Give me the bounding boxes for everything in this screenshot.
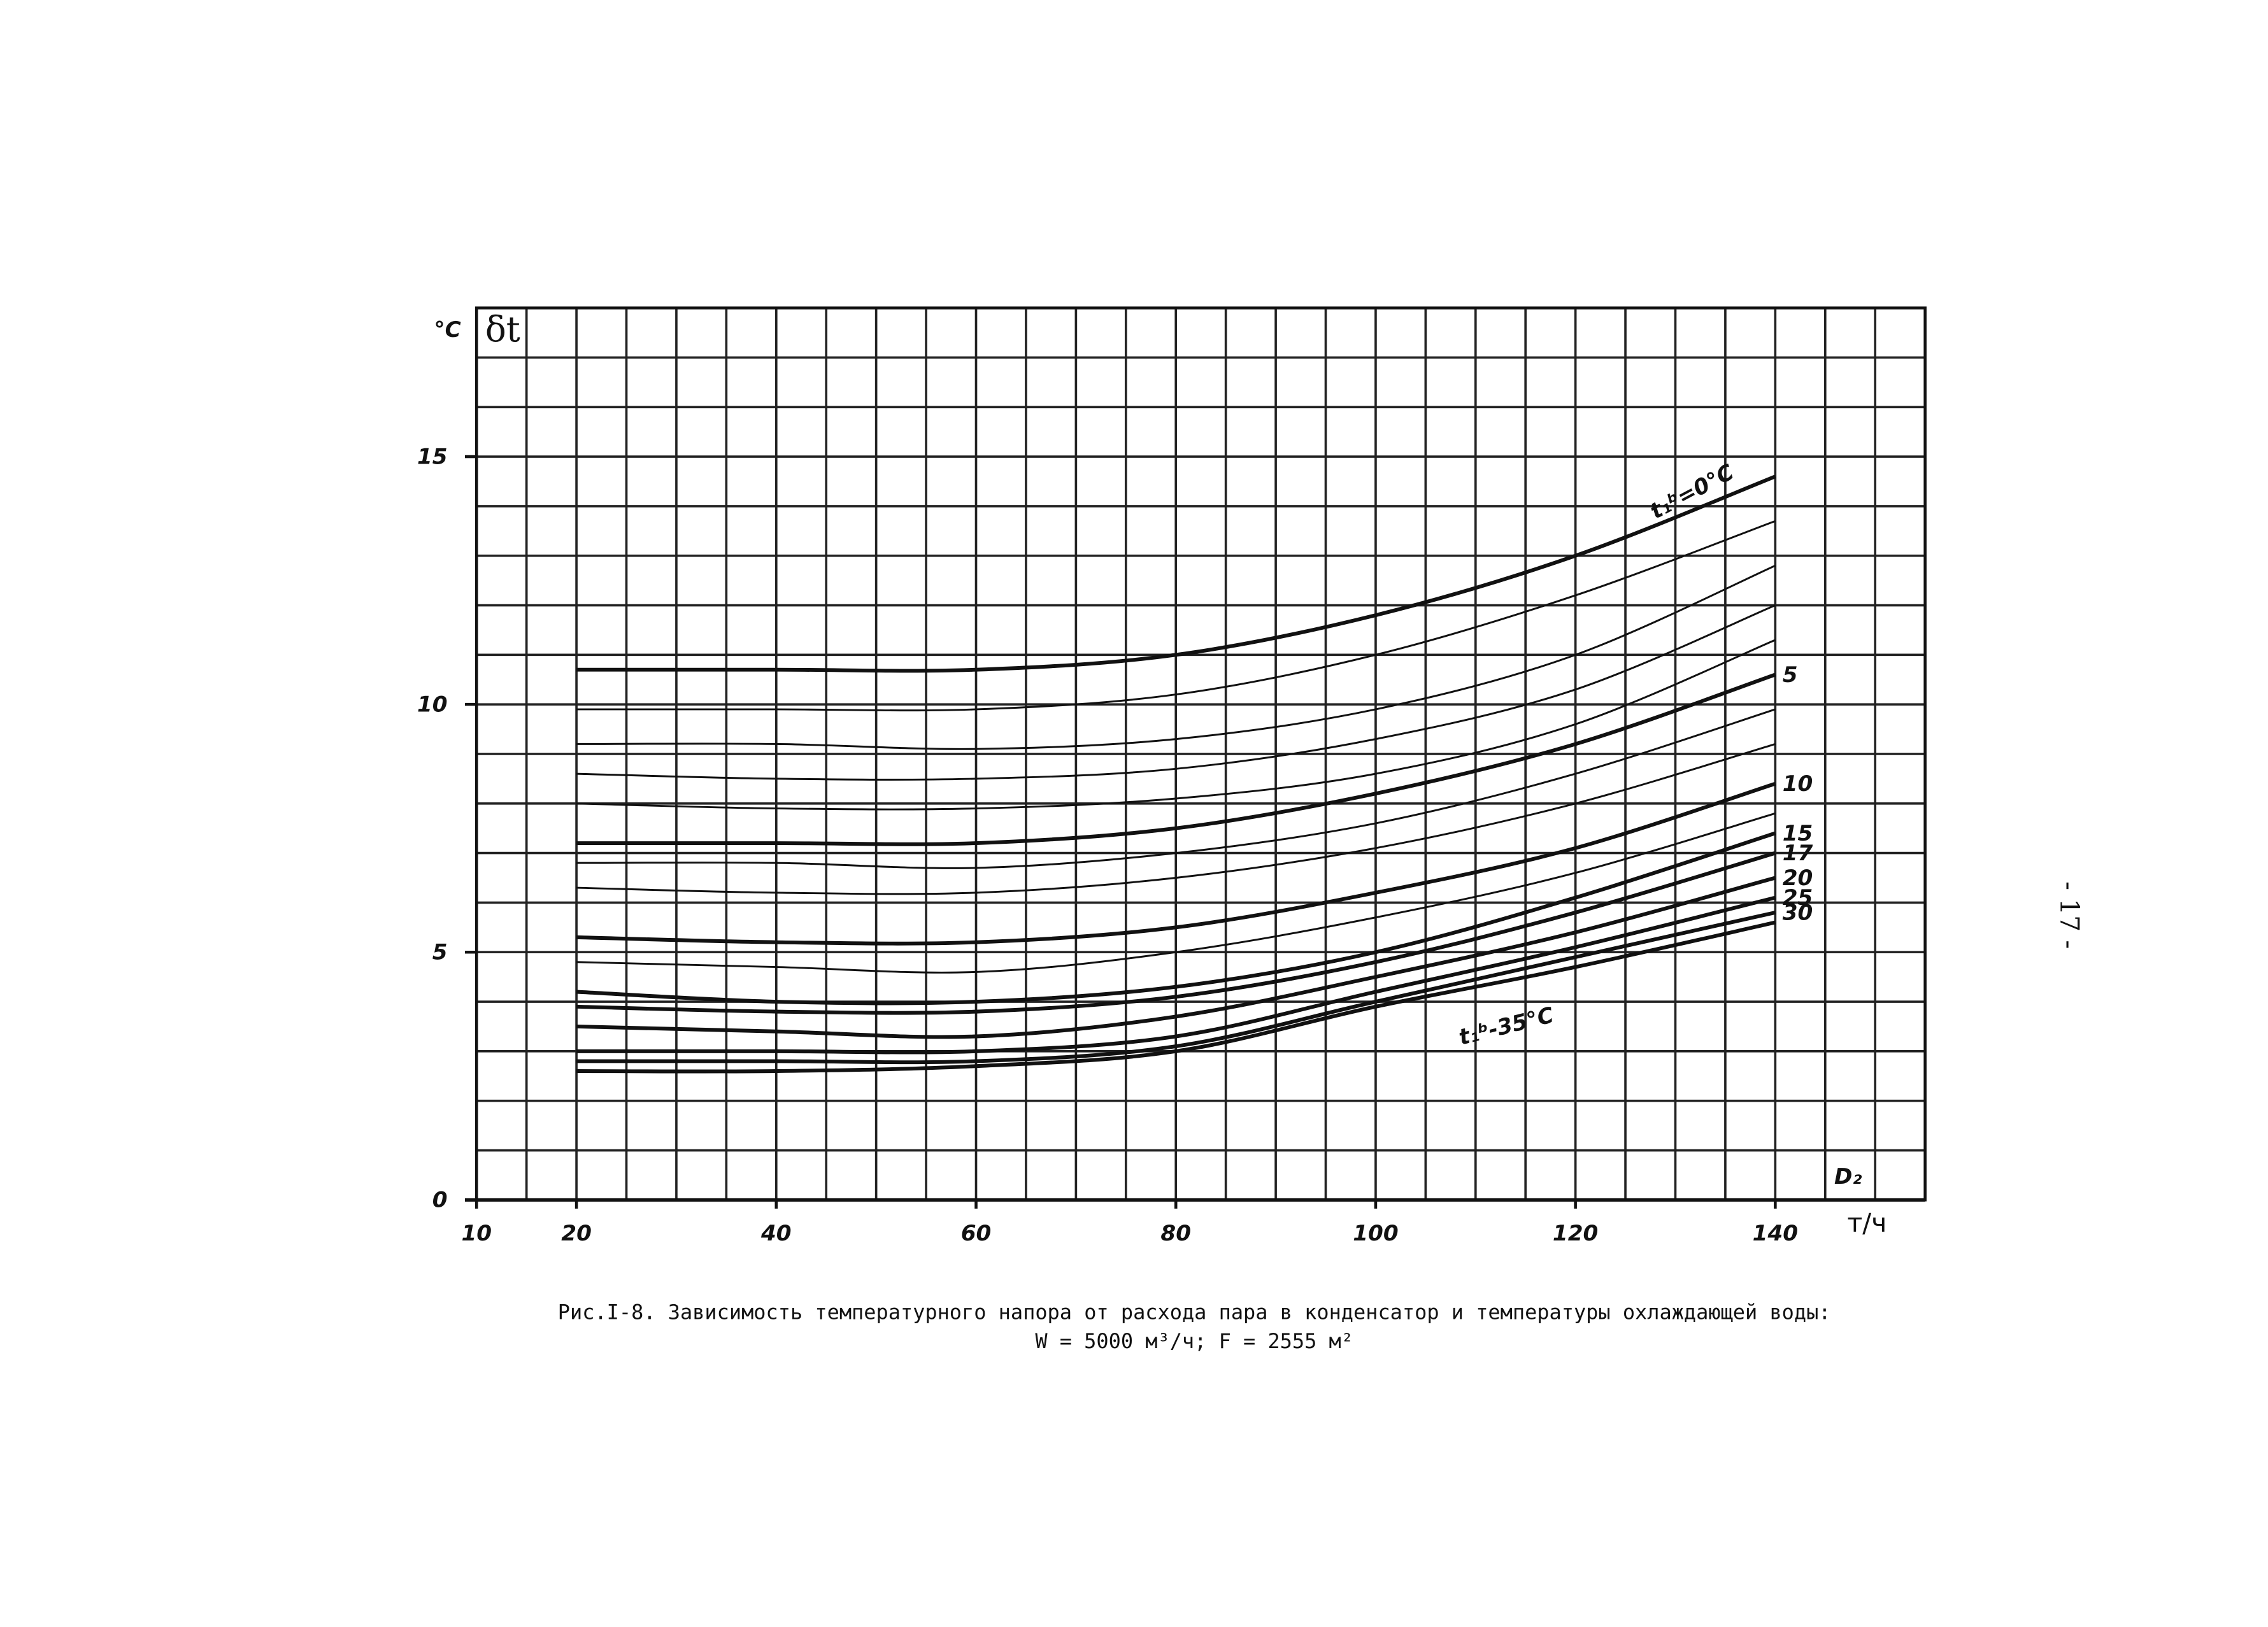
x-tick-label: 120 [1553,1221,1598,1246]
curve-label: 25 [1783,885,1813,911]
curve [576,781,1776,946]
x-tick-label: 60 [961,1221,992,1246]
curve-label: 5 [1783,662,1798,688]
curve-label: 20 [1783,865,1813,891]
x-tick-label: 10 [461,1221,492,1246]
x-tick-label: 20 [561,1221,592,1246]
curve [576,604,1776,781]
y-unit: °C [434,317,461,343]
y-tick-label: 5 [432,940,448,965]
plot-frame [474,306,1927,1202]
curve [576,851,1776,1015]
curve [576,672,1776,846]
curve [576,639,1776,811]
curve [576,920,1776,1074]
page-number: - 17 - [2054,881,2085,949]
x-tick-label: 80 [1160,1221,1191,1246]
curve-label: 15 [1783,821,1813,846]
x-tick-label: 140 [1753,1221,1798,1246]
curve [576,895,1776,1055]
curve [576,831,1776,1005]
curve [576,742,1776,895]
curve [576,911,1776,1065]
y-tick-label: 10 [417,692,448,718]
curve-label: t₁ᵇ-35°C [1456,1002,1556,1051]
curve [576,876,1776,1039]
caption: W = 5000 м³/ч; F = 2555 м² [1035,1329,1353,1353]
x-tick-label: 100 [1353,1221,1398,1246]
curve [576,474,1776,673]
curve-label: 17 [1783,841,1813,866]
curve-label: 10 [1783,771,1813,797]
x-axis-label: D₂ [1834,1164,1862,1190]
caption: Рис.I-8. Зависимость температурного напо… [558,1300,1831,1324]
x-tick-label: 40 [760,1221,792,1246]
curve [576,708,1776,869]
y-tick-label: 15 [417,444,448,469]
curve [576,812,1776,974]
curve [576,520,1776,712]
y-axis-label: δt [485,309,520,350]
y-tick-label: 0 [432,1188,448,1213]
curve [576,564,1776,750]
curve-label: 30 [1783,900,1813,925]
x-unit: т/ч [1847,1207,1886,1238]
